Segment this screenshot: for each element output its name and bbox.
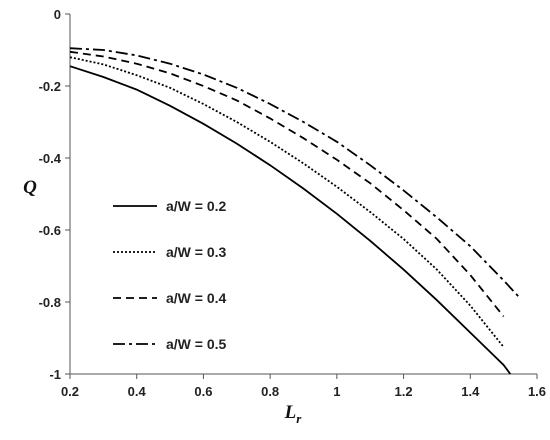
x-tick-label: 0.4 xyxy=(128,384,147,399)
y-tick-label: -1 xyxy=(49,367,61,382)
x-tick-label: 1.4 xyxy=(461,384,480,399)
y-tick-label: -0.6 xyxy=(39,223,61,238)
x-axis-title-subscript: r xyxy=(296,411,302,426)
y-tick-label: -0.4 xyxy=(39,151,62,166)
legend-label: a/W = 0.5 xyxy=(166,336,227,352)
x-tick-label: 1 xyxy=(333,384,340,399)
series-line-1 xyxy=(69,65,512,375)
y-tick-label: 0 xyxy=(54,7,61,22)
legend: a/W = 0.2 a/W = 0.3 a/W = 0.4 a/W = 0.5 xyxy=(113,198,227,352)
legend-label: a/W = 0.4 xyxy=(166,290,227,306)
x-tick-label: 0.6 xyxy=(194,384,212,399)
y-tick-label: -0.8 xyxy=(39,295,61,310)
legend-label: a/W = 0.2 xyxy=(166,198,227,214)
x-tick-label: 0.2 xyxy=(61,384,79,399)
chart-axes xyxy=(69,14,537,375)
y-axis-title: Q xyxy=(23,177,37,198)
x-tick-label: 0.8 xyxy=(261,384,279,399)
plot-area xyxy=(69,47,521,375)
series-line-2 xyxy=(69,56,505,348)
legend-label: a/W = 0.3 xyxy=(166,244,227,260)
series-line-3 xyxy=(69,50,505,317)
x-tick-label: 1.6 xyxy=(528,384,546,399)
x-axis-title-main: L xyxy=(284,402,297,423)
axis-ticks: 0.2 0.4 0.6 0.8 1 1.2 1.4 1.6 0 -0.2 -0.4 -0.6 -0.8 -… xyxy=(39,7,546,399)
series-line-4 xyxy=(69,47,521,300)
x-axis-title: Lr xyxy=(284,402,303,426)
y-tick-label: -0.2 xyxy=(39,79,61,94)
x-tick-label: 1.2 xyxy=(395,384,413,399)
